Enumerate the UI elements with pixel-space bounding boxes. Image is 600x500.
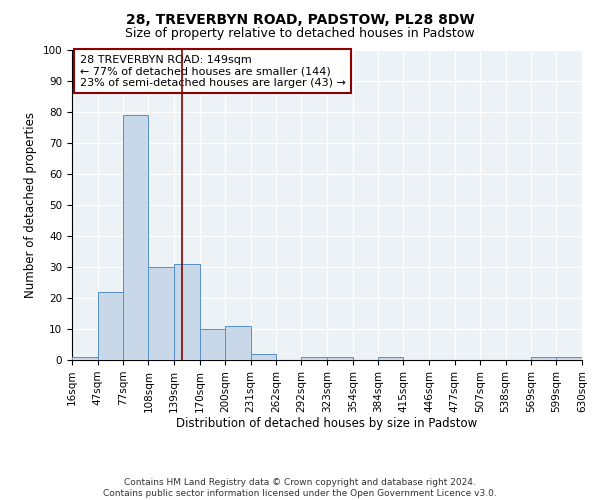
- Bar: [174, 264, 200, 360]
- Bar: [98, 292, 122, 360]
- Bar: [225, 326, 251, 360]
- Bar: [301, 357, 327, 360]
- Bar: [556, 357, 582, 360]
- Text: Size of property relative to detached houses in Padstow: Size of property relative to detached ho…: [125, 28, 475, 40]
- Bar: [327, 357, 353, 360]
- X-axis label: Distribution of detached houses by size in Padstow: Distribution of detached houses by size …: [176, 418, 478, 430]
- Bar: [532, 357, 556, 360]
- Bar: [122, 115, 148, 360]
- Bar: [251, 354, 277, 360]
- Text: 28 TREVERBYN ROAD: 149sqm
← 77% of detached houses are smaller (144)
23% of semi: 28 TREVERBYN ROAD: 149sqm ← 77% of detac…: [80, 54, 346, 88]
- Bar: [377, 357, 403, 360]
- Y-axis label: Number of detached properties: Number of detached properties: [24, 112, 37, 298]
- Bar: [72, 357, 98, 360]
- Bar: [148, 267, 174, 360]
- Text: 28, TREVERBYN ROAD, PADSTOW, PL28 8DW: 28, TREVERBYN ROAD, PADSTOW, PL28 8DW: [125, 12, 475, 26]
- Text: Contains HM Land Registry data © Crown copyright and database right 2024.
Contai: Contains HM Land Registry data © Crown c…: [103, 478, 497, 498]
- Bar: [200, 329, 225, 360]
